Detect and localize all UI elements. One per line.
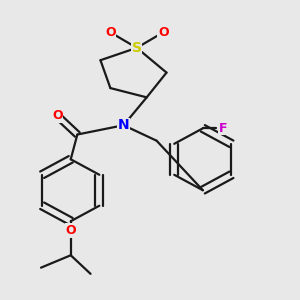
Text: O: O (105, 26, 116, 39)
Text: O: O (52, 110, 63, 122)
Text: N: N (118, 118, 129, 132)
Text: S: S (132, 41, 142, 55)
Text: O: O (158, 26, 169, 39)
Text: O: O (65, 224, 76, 237)
Text: F: F (218, 122, 227, 135)
